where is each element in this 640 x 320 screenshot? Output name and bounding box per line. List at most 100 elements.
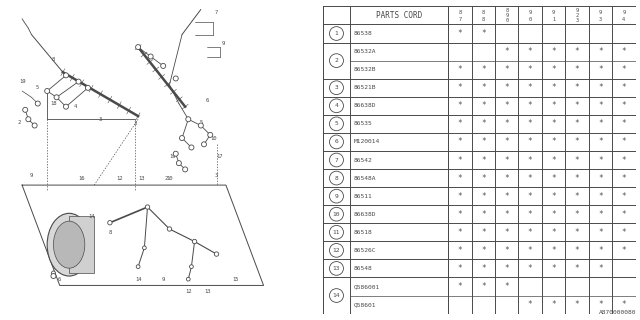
- Text: A870000080: A870000080: [599, 310, 637, 315]
- Text: *: *: [458, 246, 462, 255]
- Text: 8: 8: [52, 57, 55, 62]
- Text: *: *: [458, 83, 462, 92]
- Text: 86521B: 86521B: [353, 85, 376, 90]
- Text: *: *: [621, 47, 626, 56]
- Text: *: *: [551, 173, 556, 183]
- Text: *: *: [481, 29, 486, 38]
- Circle shape: [330, 99, 344, 113]
- Text: 13: 13: [138, 176, 145, 181]
- Text: *: *: [575, 228, 579, 237]
- Text: 86638D: 86638D: [353, 212, 376, 217]
- Text: *: *: [481, 228, 486, 237]
- Text: *: *: [621, 119, 626, 128]
- Circle shape: [330, 189, 344, 203]
- Text: *: *: [621, 156, 626, 164]
- Circle shape: [32, 123, 37, 128]
- Text: *: *: [551, 65, 556, 74]
- Text: *: *: [481, 282, 486, 291]
- Text: 86542: 86542: [353, 157, 372, 163]
- Text: *: *: [528, 156, 532, 164]
- Text: *: *: [551, 300, 556, 309]
- Text: *: *: [481, 246, 486, 255]
- Text: *: *: [575, 300, 579, 309]
- Circle shape: [330, 244, 344, 257]
- Text: *: *: [551, 47, 556, 56]
- Text: *: *: [458, 173, 462, 183]
- Text: *: *: [621, 65, 626, 74]
- Text: *: *: [621, 300, 626, 309]
- Text: *: *: [598, 137, 603, 147]
- Text: 86526C: 86526C: [353, 248, 376, 253]
- Text: *: *: [528, 83, 532, 92]
- Text: *: *: [528, 264, 532, 273]
- Text: Q586001: Q586001: [353, 284, 380, 289]
- Text: *: *: [575, 65, 579, 74]
- Text: 9: 9: [161, 277, 165, 282]
- Circle shape: [330, 81, 344, 95]
- Text: *: *: [504, 83, 509, 92]
- Text: 10: 10: [333, 212, 340, 217]
- Circle shape: [177, 161, 181, 166]
- Text: 8: 8: [108, 230, 111, 235]
- Text: *: *: [481, 83, 486, 92]
- Ellipse shape: [54, 221, 85, 268]
- Text: *: *: [575, 137, 579, 147]
- Text: 14: 14: [333, 293, 340, 298]
- Text: *: *: [598, 119, 603, 128]
- Circle shape: [330, 171, 344, 185]
- Text: 1: 1: [335, 31, 339, 36]
- Text: *: *: [621, 83, 626, 92]
- Text: *: *: [621, 101, 626, 110]
- Text: 5: 5: [335, 121, 339, 126]
- Text: *: *: [458, 192, 462, 201]
- Text: *: *: [481, 137, 486, 147]
- Text: 12: 12: [116, 176, 122, 181]
- Text: *: *: [458, 228, 462, 237]
- Text: *: *: [598, 101, 603, 110]
- Circle shape: [63, 73, 68, 78]
- Text: *: *: [598, 83, 603, 92]
- Text: 14: 14: [88, 214, 94, 219]
- Text: *: *: [504, 173, 509, 183]
- Circle shape: [63, 104, 68, 109]
- Circle shape: [145, 205, 150, 209]
- Circle shape: [54, 95, 59, 100]
- Text: 86532A: 86532A: [353, 49, 376, 54]
- Text: *: *: [504, 101, 509, 110]
- Text: 11: 11: [333, 230, 340, 235]
- Circle shape: [214, 252, 219, 256]
- Text: *: *: [551, 83, 556, 92]
- Circle shape: [186, 117, 191, 122]
- Text: 0: 0: [529, 17, 532, 22]
- Circle shape: [330, 54, 344, 68]
- Text: *: *: [458, 156, 462, 164]
- Circle shape: [330, 207, 344, 221]
- Text: 8: 8: [482, 17, 485, 22]
- Text: 86538: 86538: [353, 31, 372, 36]
- Text: 8: 8: [505, 8, 508, 13]
- Text: 10: 10: [166, 176, 173, 181]
- Text: 9: 9: [575, 8, 579, 13]
- Text: 4: 4: [74, 104, 77, 109]
- Circle shape: [161, 63, 166, 68]
- Text: *: *: [504, 65, 509, 74]
- Circle shape: [330, 289, 344, 302]
- Text: *: *: [621, 173, 626, 183]
- Text: 4: 4: [622, 17, 625, 22]
- Text: 1: 1: [552, 17, 555, 22]
- Circle shape: [330, 261, 344, 275]
- Text: *: *: [575, 210, 579, 219]
- Text: 2: 2: [164, 176, 168, 181]
- Text: 13: 13: [333, 266, 340, 271]
- Text: 14: 14: [135, 277, 141, 282]
- Text: 10: 10: [210, 136, 216, 140]
- Text: 0: 0: [505, 18, 508, 23]
- Text: *: *: [481, 65, 486, 74]
- Text: 8: 8: [335, 176, 339, 180]
- Circle shape: [198, 123, 204, 128]
- Text: *: *: [528, 65, 532, 74]
- Text: *: *: [621, 228, 626, 237]
- Text: *: *: [504, 210, 509, 219]
- Text: 3: 3: [575, 18, 579, 23]
- Text: 13: 13: [204, 289, 211, 294]
